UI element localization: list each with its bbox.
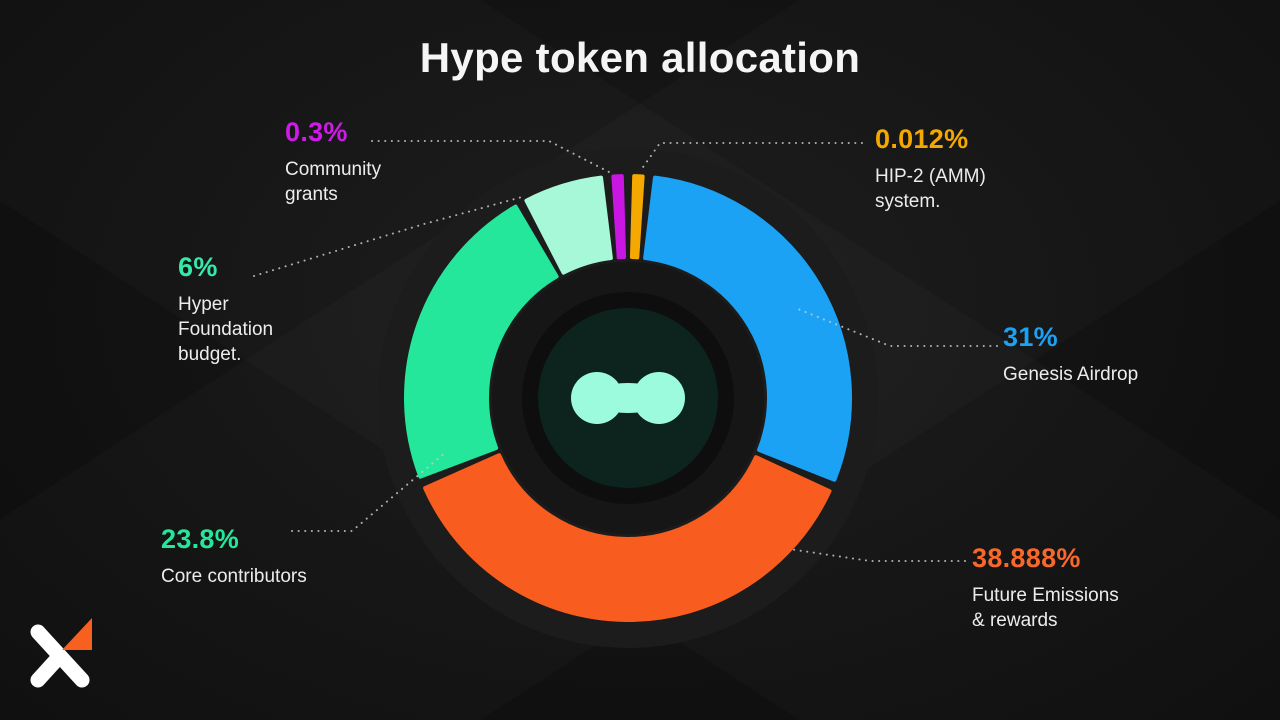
- callout-community: 0.3% Community grants: [285, 117, 381, 207]
- callout-foundation-label: Hyper Foundation budget.: [178, 294, 274, 365]
- callout-future: 38.888% Future Emissions & rewards: [972, 543, 1119, 633]
- callout-community-pct: 0.3%: [285, 117, 348, 147]
- donut-segment-foundation: [524, 175, 613, 275]
- brand-logo: [28, 614, 94, 693]
- x-mark-stroke-2: [30, 650, 66, 688]
- callout-future-label: Future Emissions & rewards: [972, 585, 1119, 631]
- callout-core-label: Core contributors: [161, 566, 307, 587]
- donut-segment-community: [611, 174, 627, 260]
- donut-segment-genesis: [643, 175, 852, 482]
- callout-core: 23.8% Core contributors: [161, 524, 307, 589]
- callout-core-pct: 23.8%: [161, 524, 240, 554]
- x-arrow-logo: [30, 618, 92, 688]
- callout-foundation-pct: 6%: [178, 252, 218, 282]
- callout-future-pct: 38.888%: [972, 543, 1081, 573]
- callout-hip2-label: HIP-2 (AMM) system.: [875, 166, 986, 212]
- callout-hip2-pct: 0.012%: [875, 124, 969, 154]
- callout-community-label: Community grants: [285, 159, 382, 205]
- orange-arrow: [62, 618, 92, 650]
- hyperliquid-logo: [571, 372, 685, 424]
- donut-segment-hip2: [629, 174, 645, 260]
- page-title: Hype token allocation: [419, 34, 861, 81]
- donut-chart: [368, 138, 888, 658]
- callout-genesis: 31% Genesis Airdrop: [1003, 322, 1138, 387]
- callout-genesis-label: Genesis Airdrop: [1003, 364, 1139, 385]
- callout-hip2: 0.012% HIP-2 (AMM) system.: [875, 124, 986, 214]
- donut-segments: [404, 174, 852, 622]
- donut-svg: [378, 148, 878, 648]
- callout-foundation: 6% Hyper Foundation budget.: [178, 252, 273, 367]
- callout-genesis-pct: 31%: [1003, 322, 1058, 352]
